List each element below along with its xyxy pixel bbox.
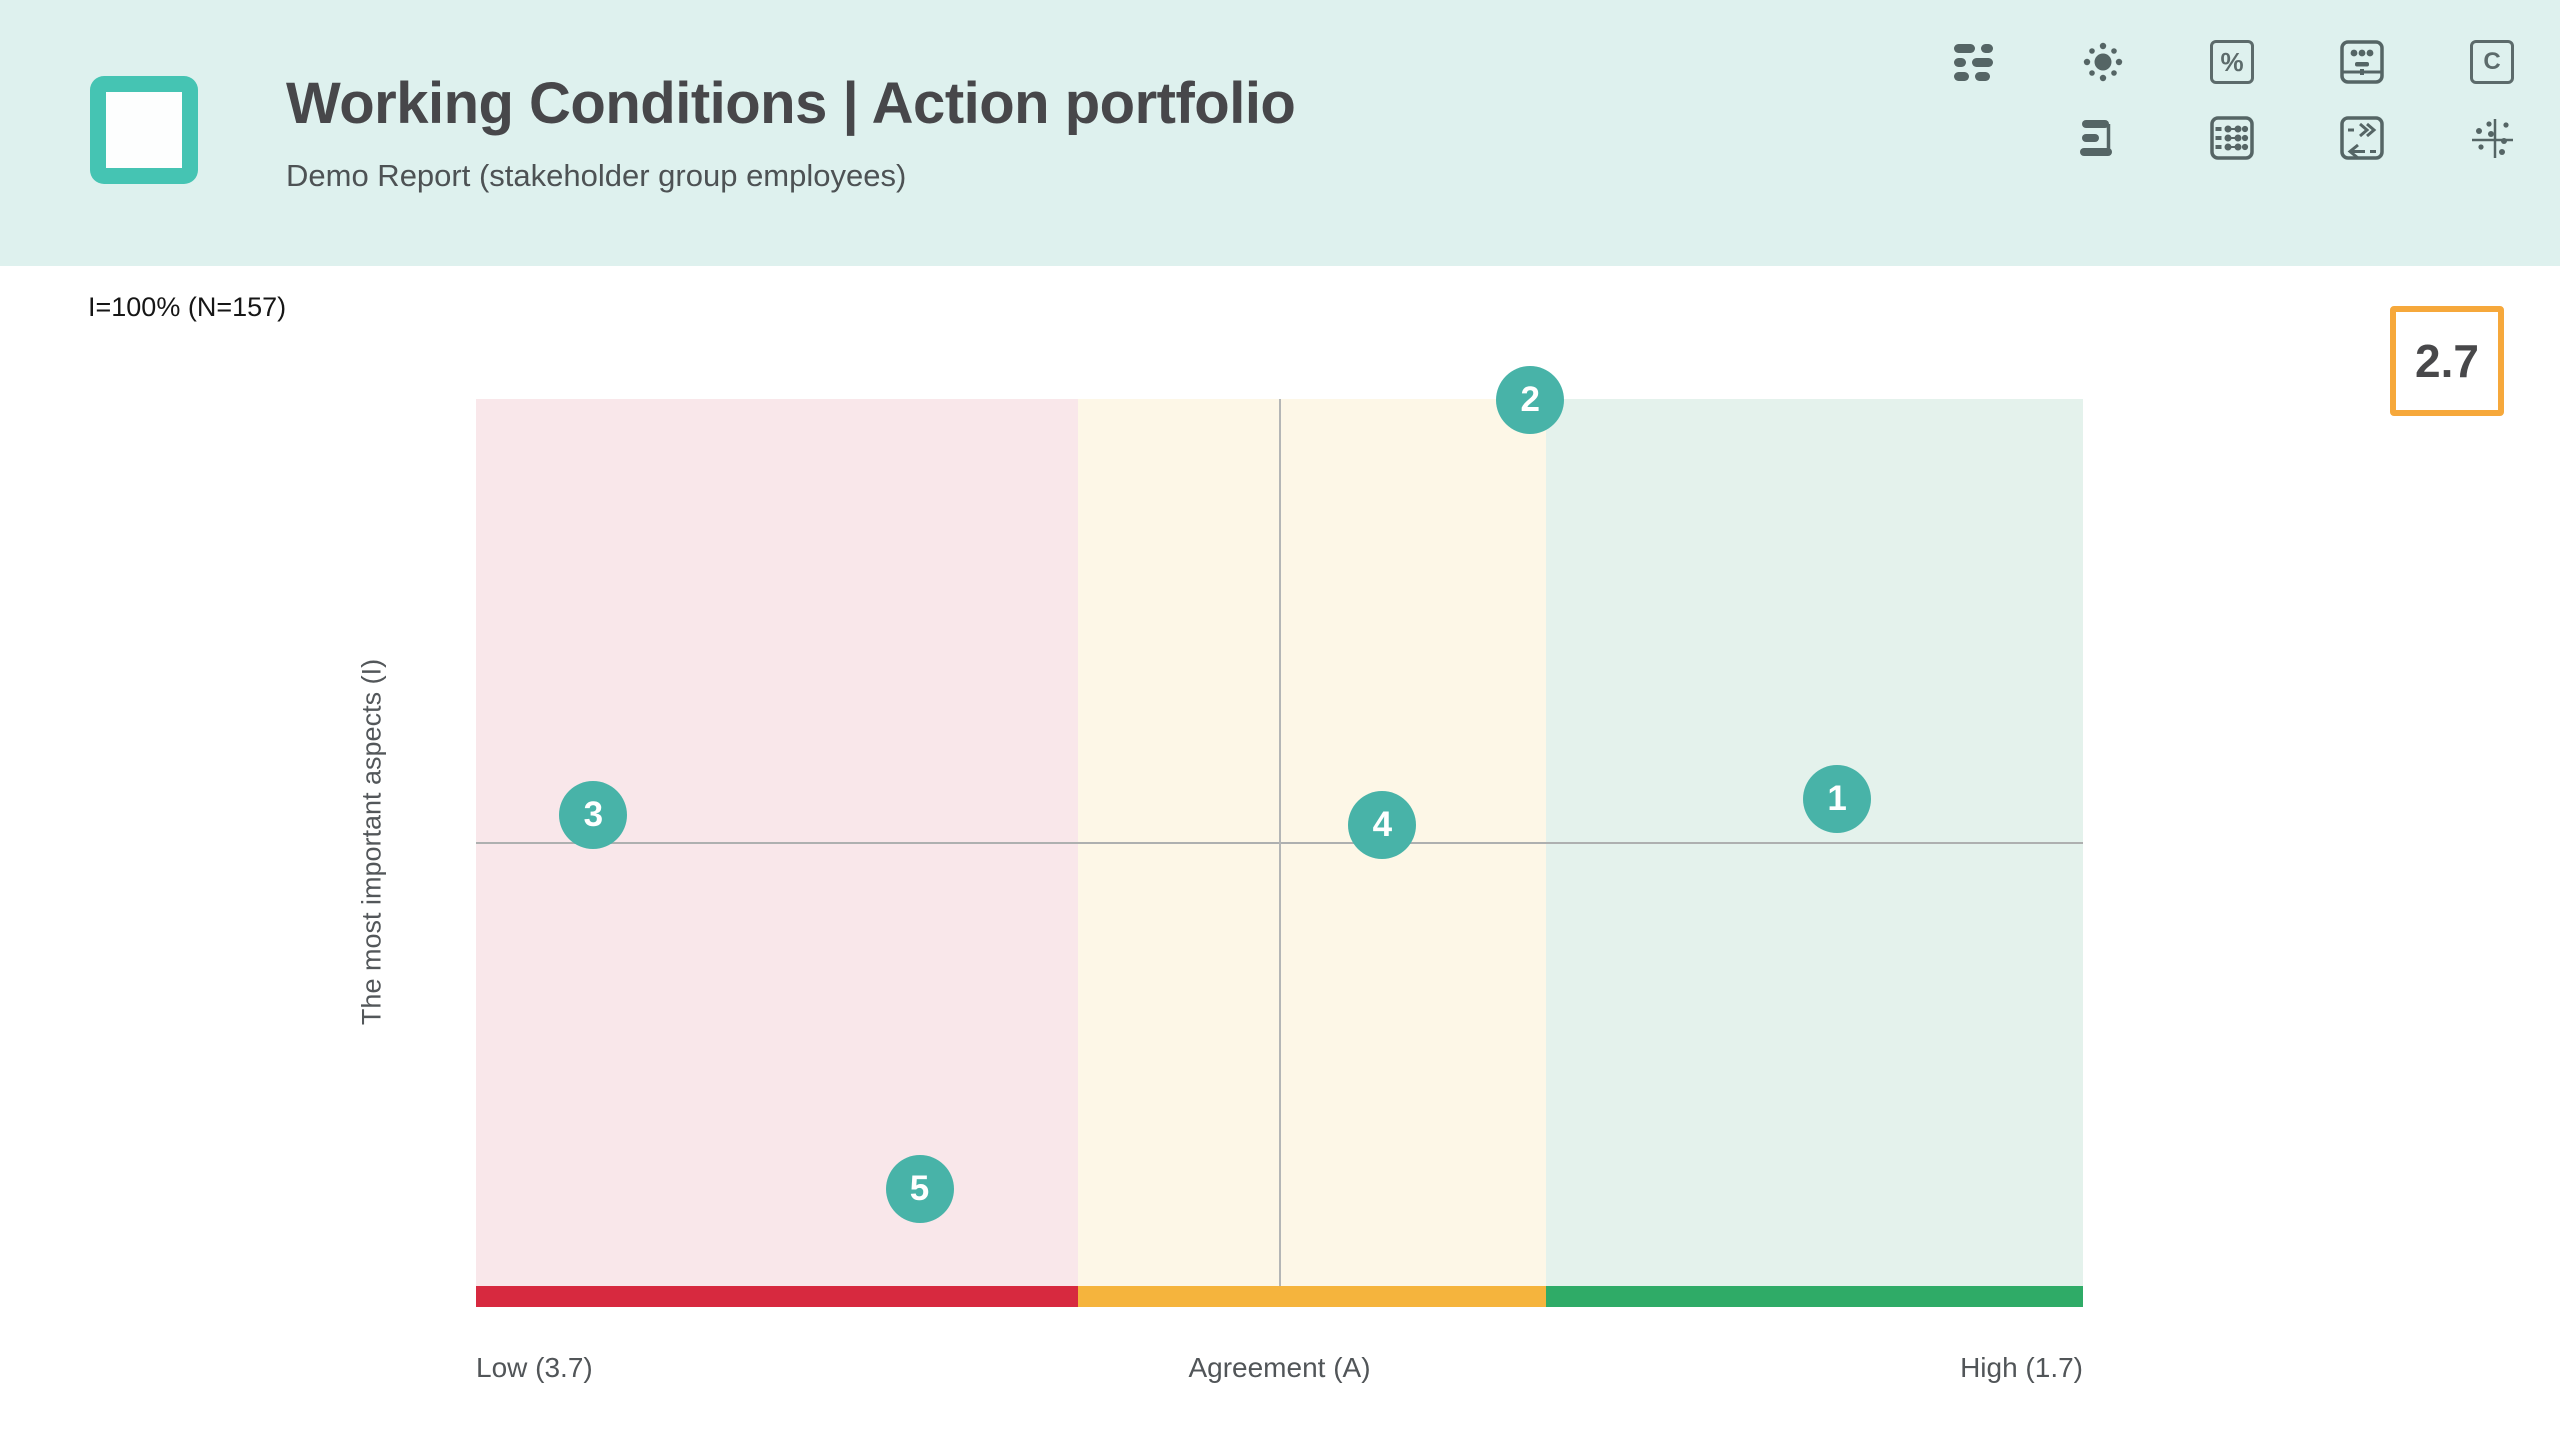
c-block-icon[interactable]: C bbox=[2468, 38, 2516, 86]
legend-matrix-glyph bbox=[1953, 43, 1993, 81]
zone-strip-mid bbox=[1078, 1286, 1546, 1307]
header-bar: Working Conditions | Action portfolio De… bbox=[0, 0, 2560, 266]
sample-size-label: I=100% (N=157) bbox=[88, 292, 287, 322]
agreement-reference-line bbox=[1279, 399, 1281, 1286]
percent-icon[interactable]: % bbox=[2208, 38, 2256, 86]
data-point-marker[interactable]: 3 bbox=[559, 781, 628, 849]
presentation-glyph bbox=[2340, 40, 2384, 84]
x-axis-min-label: Low (3.7) bbox=[476, 1352, 593, 1383]
horizontal-bars-icon[interactable] bbox=[2078, 114, 2126, 162]
reference-score-value: 2.7 bbox=[2415, 335, 2479, 387]
app-logo bbox=[90, 76, 198, 184]
presentation-icon[interactable] bbox=[2338, 38, 2386, 86]
c-icon-label: C bbox=[2483, 48, 2501, 75]
x-axis-max-label: High (1.7) bbox=[1960, 1352, 2083, 1383]
reference-score-badge: 2.7 bbox=[2390, 306, 2504, 416]
zone-strip-low bbox=[476, 1286, 1078, 1307]
scatter-plot-icon[interactable] bbox=[2468, 114, 2516, 162]
sun-glyph bbox=[2083, 42, 2123, 82]
sun-icon[interactable] bbox=[2079, 38, 2127, 86]
zone-strips bbox=[476, 1286, 2083, 1307]
swap-arrows-icon[interactable] bbox=[2338, 114, 2386, 162]
data-point-marker[interactable]: 2 bbox=[1496, 365, 1565, 434]
horizontal-bars-glyph bbox=[2080, 120, 2112, 156]
swap-arrows-glyph bbox=[2340, 116, 2384, 160]
zone-strip-high bbox=[1546, 1286, 2083, 1307]
data-point-marker[interactable]: 5 bbox=[885, 1155, 954, 1224]
legend-matrix-icon[interactable] bbox=[1949, 38, 1997, 86]
data-point-marker[interactable]: 1 bbox=[1803, 765, 1872, 834]
y-axis-label: The most important aspects (I) bbox=[356, 658, 387, 1026]
abacus-grid-icon[interactable] bbox=[2208, 114, 2256, 162]
abacus-grid-glyph bbox=[2210, 116, 2254, 160]
data-point-marker[interactable]: 4 bbox=[1348, 790, 1417, 859]
x-axis-labels: Low (3.7) Agreement (A) High (1.7) bbox=[476, 1352, 2083, 1392]
plot-area: 1 2 3 4 5 bbox=[476, 365, 2083, 1286]
scatter-plot-glyph bbox=[2472, 119, 2513, 158]
percent-icon-label: % bbox=[2220, 46, 2244, 77]
page-title: Working Conditions | Action portfolio bbox=[286, 71, 1296, 136]
x-axis-title: Agreement (A) bbox=[1188, 1352, 1371, 1383]
page-subtitle: Demo Report (stakeholder group employees… bbox=[286, 158, 907, 193]
